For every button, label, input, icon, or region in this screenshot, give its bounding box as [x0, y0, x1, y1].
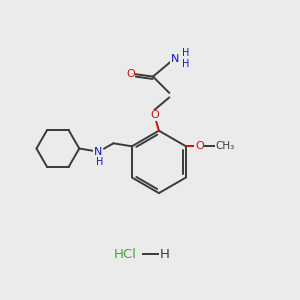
Text: H: H	[182, 48, 189, 58]
Text: H: H	[160, 248, 170, 260]
Text: H: H	[96, 157, 103, 167]
Text: H: H	[182, 58, 189, 68]
Text: O: O	[126, 69, 135, 79]
Text: O: O	[195, 141, 204, 151]
Text: N: N	[171, 54, 179, 64]
Text: CH₃: CH₃	[216, 141, 235, 151]
Text: N: N	[94, 147, 102, 157]
Text: HCl: HCl	[113, 248, 136, 260]
Text: O: O	[150, 110, 159, 120]
